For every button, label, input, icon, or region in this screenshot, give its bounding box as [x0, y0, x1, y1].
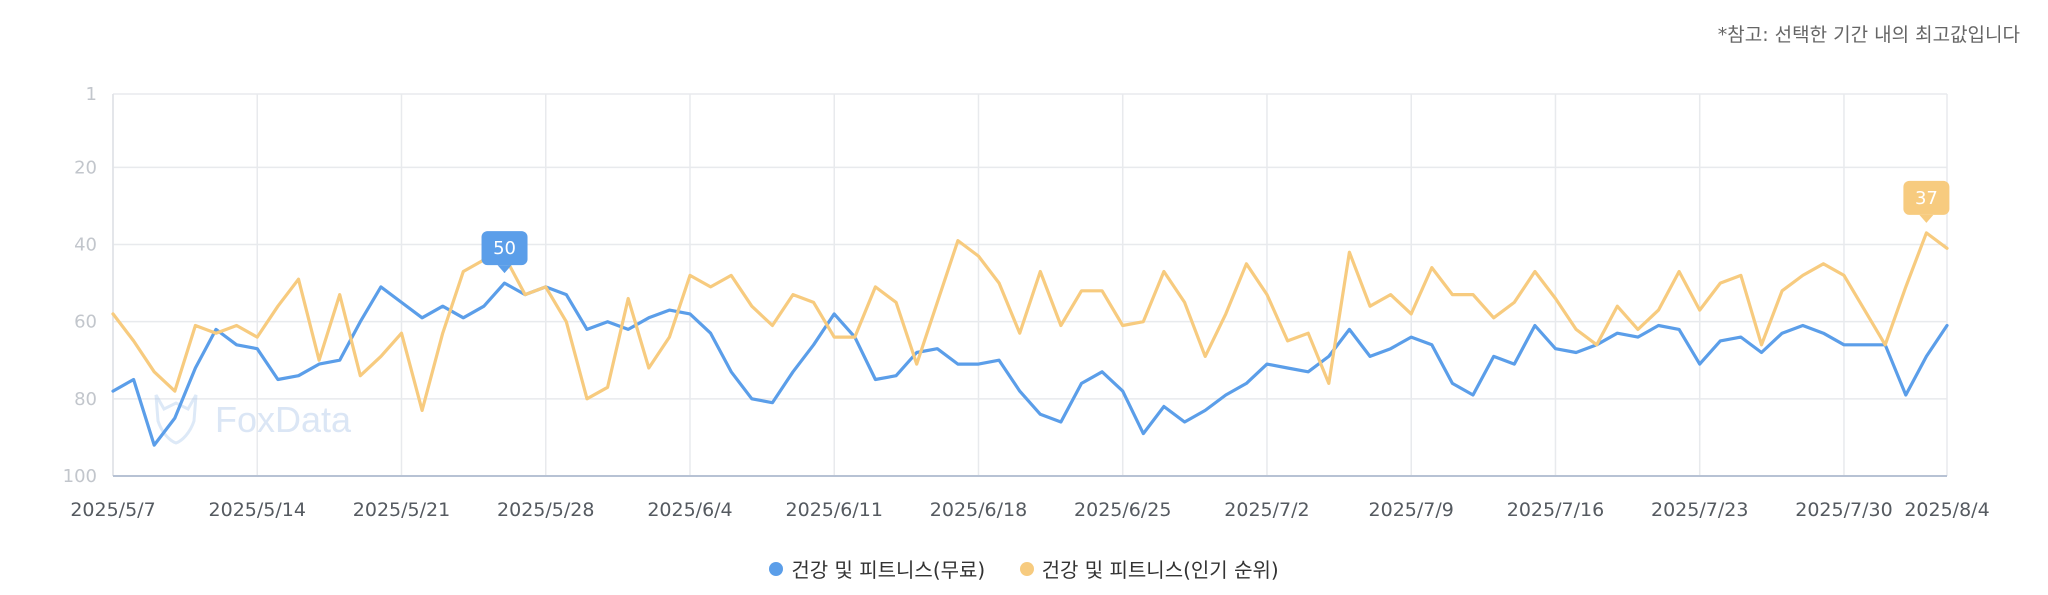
y-tick-label: 20 [74, 157, 97, 178]
x-tick-label: 2025/5/21 [353, 499, 450, 521]
series-lines [111, 231, 1949, 447]
watermark-text: FoxData [215, 399, 352, 440]
x-tick-label: 2025/7/9 [1369, 499, 1454, 521]
y-tick-label: 60 [74, 312, 97, 333]
series-line-1 [111, 231, 1949, 412]
tooltips: 50 37 [481, 180, 1950, 274]
x-tick-label: 2025/6/18 [930, 499, 1027, 521]
fox-logo-icon [154, 394, 198, 445]
legend-dot-free [769, 561, 784, 576]
legend-label-top: 건강 및 피트니스(인기 순위) [1041, 558, 1279, 582]
tooltip-label: 50 [493, 238, 516, 259]
series-line-0 [111, 281, 1949, 447]
x-tick-label: 2025/5/28 [497, 499, 594, 521]
x-tick-label: 2025/8/4 [1904, 499, 1989, 521]
x-tick-label: 2025/7/2 [1224, 499, 1309, 521]
axes: 1 20 40 60 80 100 2025/5/7 2025/5/14 2025/5/21 20… [63, 84, 1990, 521]
x-tick-label: 2025/7/30 [1795, 499, 1892, 521]
tooltip-pointer [1919, 214, 1934, 223]
legend-item-top[interactable]: 건강 및 피트니스(인기 순위) [1019, 554, 1279, 583]
tooltip-0: 50 [481, 231, 528, 274]
tooltip-box [481, 231, 528, 266]
tooltip-box [1903, 180, 1950, 215]
x-tick-label: 2025/6/25 [1074, 499, 1171, 521]
tooltip-label: 37 [1915, 188, 1938, 209]
legend-label-free: 건강 및 피트니스(무료) [791, 558, 986, 582]
grid-lines [112, 93, 1948, 477]
x-tick-label: 2025/7/16 [1507, 499, 1604, 521]
tooltip-1: 37 [1903, 180, 1950, 223]
watermark: FoxData [154, 394, 352, 445]
legend-dot-top [1019, 561, 1034, 576]
y-tick-label: 1 [86, 84, 97, 105]
x-tick-label: 2025/5/14 [209, 499, 306, 521]
tooltip-pointer [497, 265, 512, 274]
x-tick-label: 2025/7/23 [1651, 499, 1748, 521]
y-tick-label: 100 [63, 466, 97, 487]
x-tick-label: 2025/5/7 [70, 499, 155, 521]
y-tick-label: 40 [74, 234, 97, 255]
legend: 건강 및 피트니스(무료) 건강 및 피트니스(인기 순위) [0, 554, 2048, 583]
x-tick-label: 2025/6/11 [786, 499, 883, 521]
y-tick-label: 80 [74, 389, 97, 410]
x-tick-label: 2025/6/4 [647, 499, 732, 521]
legend-item-free[interactable]: 건강 및 피트니스(무료) [769, 554, 985, 583]
peak-value-note: *참고: 선택한 기간 내의 최고값입니다 [1717, 24, 2020, 46]
line-chart: FoxData 1 20 40 60 80 100 2025/5/7 2025/5/14 202… [63, 84, 1990, 521]
